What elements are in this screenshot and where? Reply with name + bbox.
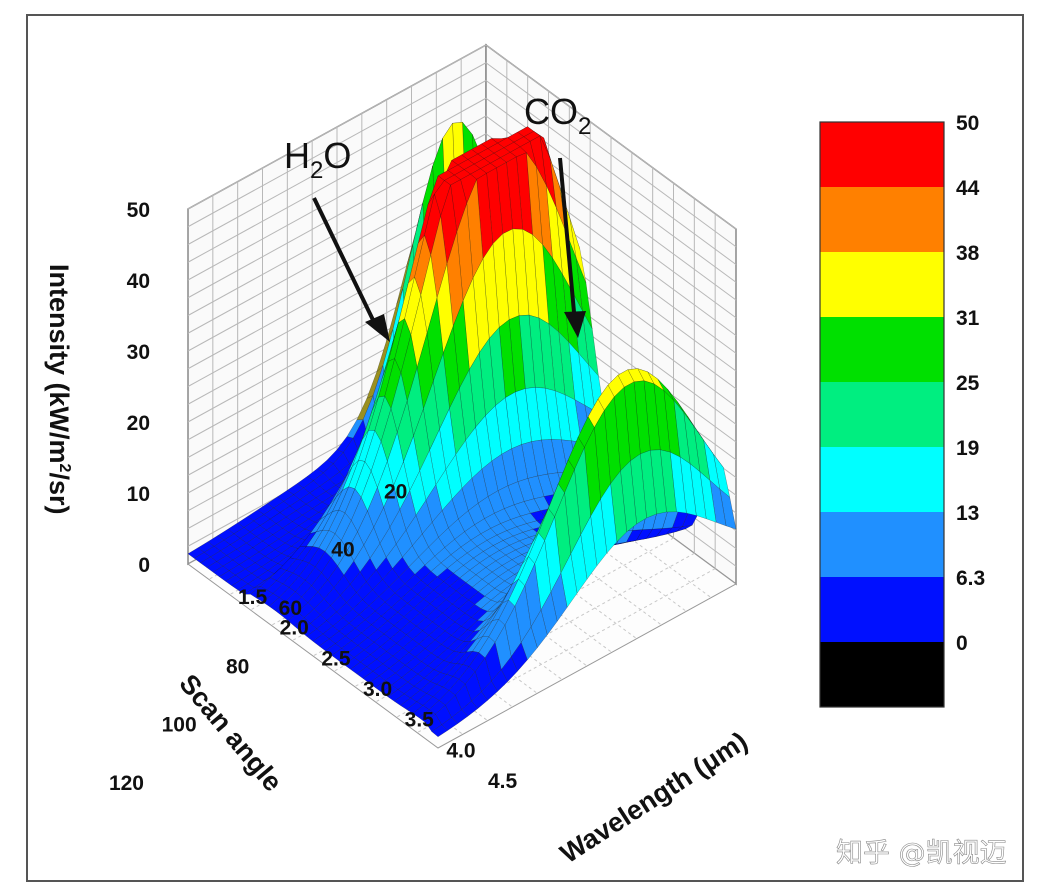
scan-tick-label: 100	[162, 714, 197, 737]
colorbar-label: 38	[956, 242, 980, 265]
co2-annotation: CO2	[524, 91, 591, 140]
colorbar-label: 0	[956, 632, 968, 655]
wavelength-tick-label: 2.0	[280, 617, 309, 640]
z-axis-title: Intensity (kW/m2/sr)	[44, 264, 74, 514]
wavelength-tick-label: 4.0	[446, 739, 475, 762]
co2-arrow	[558, 157, 576, 313]
scan-tick-label: 80	[226, 655, 249, 678]
colorbar-swatch	[820, 317, 944, 382]
scan-tick-label: 40	[331, 539, 354, 562]
colorbar-label: 31	[956, 307, 980, 330]
wavelength-tick-label: 2.5	[321, 647, 351, 670]
z-tick-label: 50	[127, 199, 150, 222]
z-tick-label: 0	[138, 554, 150, 577]
colorbar-swatch	[820, 252, 944, 317]
colorbar-label: 19	[956, 437, 979, 460]
colorbar-label: 44	[956, 177, 980, 200]
colorbar-swatch	[820, 447, 944, 512]
z-tick-label: 30	[127, 341, 150, 364]
z-tick-label: 20	[127, 412, 150, 435]
intensity-surface	[187, 121, 737, 738]
wavelength-tick-label: 3.0	[363, 678, 392, 701]
surface-plot: 0 10 20 30 40 50 20 40 60 80 100 120 1.5 2.0 2.5 3.0 3.5…	[44, 43, 1007, 869]
colorbar-swatch	[820, 577, 944, 642]
wavelength-tick-label: 4.5	[488, 770, 518, 793]
h2o-arrow	[312, 197, 376, 323]
co2-arrowhead	[564, 311, 586, 338]
colorbar-swatch	[820, 382, 944, 447]
axis-ticks: 0 10 20 30 40 50 20 40 60 80 100 120 1.5 2.0 2.5 3.0 3.5…	[109, 199, 518, 795]
z-tick-label: 40	[127, 270, 150, 293]
wavelength-axis-title: Wavelength (μm)	[555, 726, 753, 869]
colorbar-swatch	[820, 512, 944, 577]
colorbar-swatch	[820, 642, 944, 707]
watermark: 知乎 @凯视迈	[836, 838, 1007, 869]
colorbar: 50 44 38 31 25 19 13 6.3 0	[819, 112, 985, 708]
colorbar-swatch	[820, 122, 944, 187]
colorbar-swatch	[820, 187, 944, 252]
surface-patch	[431, 724, 449, 738]
colorbar-label: 50	[956, 112, 979, 135]
wavelength-tick-label: 1.5	[238, 586, 268, 609]
z-tick-label: 10	[127, 483, 150, 506]
scan-tick-label: 120	[109, 772, 144, 795]
colorbar-label: 13	[956, 502, 979, 525]
colorbar-label: 6.3	[956, 567, 985, 590]
h2o-arrowhead	[365, 314, 390, 342]
h2o-annotation: H2O	[284, 135, 351, 184]
scan-tick-label: 20	[384, 480, 407, 503]
figure-frame: 0 10 20 30 40 50 20 40 60 80 100 120 1.5 2.0 2.5 3.0 3.5…	[26, 14, 1024, 882]
scan-tick-label: 60	[279, 597, 302, 620]
wavelength-tick-label: 3.5	[405, 709, 435, 732]
colorbar-label: 25	[956, 372, 980, 395]
